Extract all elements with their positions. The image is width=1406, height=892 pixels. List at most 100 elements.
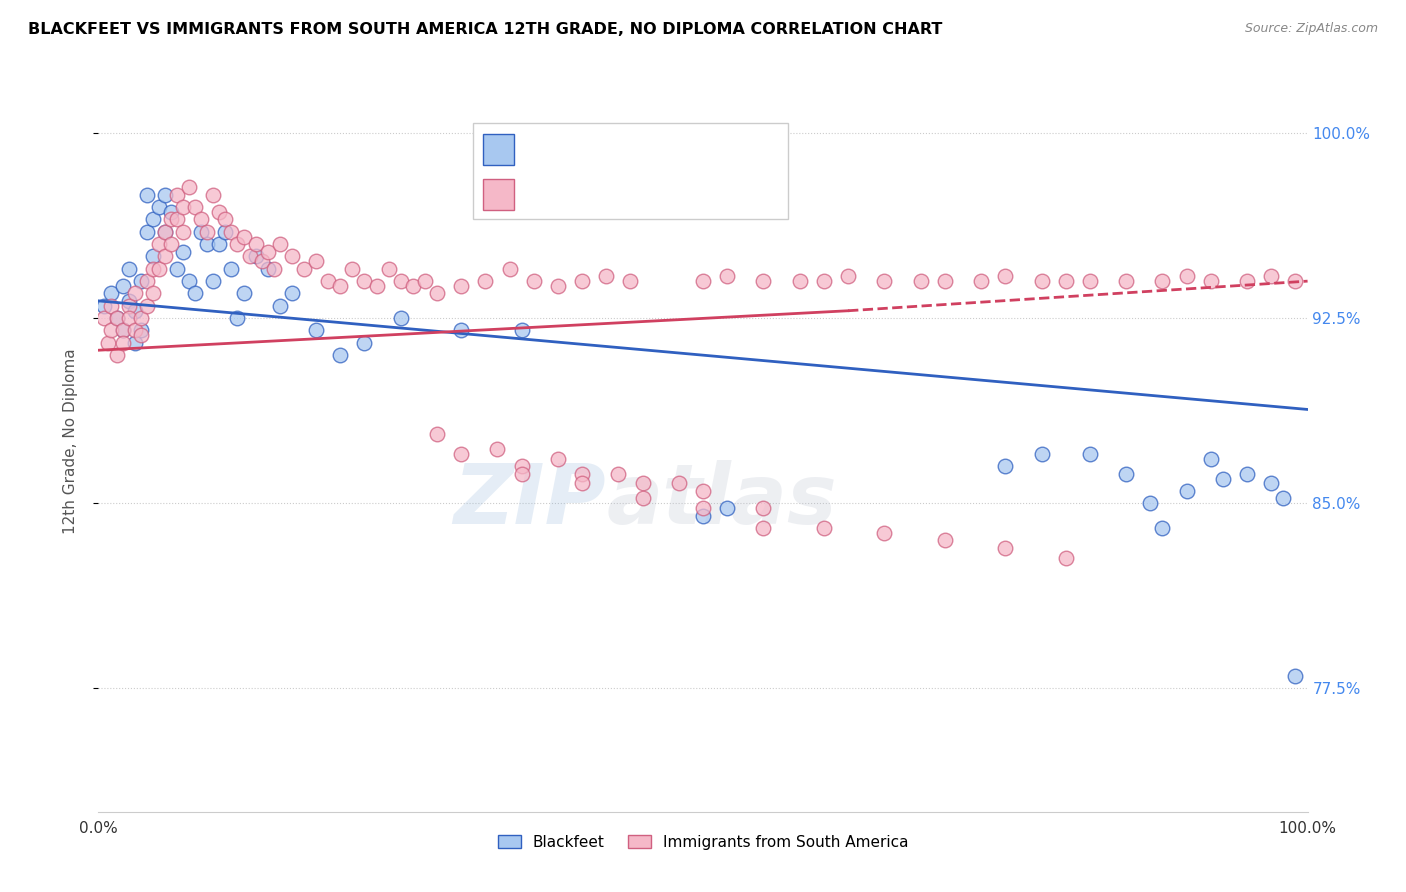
Point [118,293,141,308]
Point [269,299,291,313]
Point [245,249,267,263]
Y-axis label: 12th Grade, No Diploma: 12th Grade, No Diploma [63,349,77,534]
Point [195,225,218,239]
Point [342,261,364,276]
Point [934,274,956,288]
Point [142,212,165,227]
Point [1284,669,1306,683]
Point [1031,447,1053,461]
Point [498,261,520,276]
Point [1175,483,1198,498]
Point [214,225,236,239]
Point [619,274,641,288]
Text: ZIP: ZIP [454,460,606,541]
Point [450,447,472,461]
Point [124,323,146,337]
Point [413,274,436,288]
Point [1260,269,1282,284]
Point [256,244,278,259]
Point [214,212,236,227]
Point [111,279,134,293]
Point [232,286,254,301]
Point [142,261,165,276]
Point [474,274,496,288]
Point [1054,274,1077,288]
Point [184,286,207,301]
Point [329,348,352,362]
Point [837,269,859,284]
Point [263,261,285,276]
Point [1078,274,1101,288]
Point [305,323,328,337]
Point [202,187,225,202]
Point [208,205,231,219]
Point [752,274,775,288]
Point [1152,274,1174,288]
Point [124,286,146,301]
Point [166,187,188,202]
Point [148,237,170,252]
Point [510,323,533,337]
Point [281,249,304,263]
Point [692,508,714,523]
Point [402,279,425,293]
Point [716,501,738,516]
Point [256,261,278,276]
Point [153,249,176,263]
Point [232,229,254,244]
Point [631,491,654,506]
Point [994,541,1017,555]
Point [389,311,412,326]
Point [118,261,141,276]
Point [172,225,194,239]
Point [190,212,212,227]
Point [692,483,714,498]
Point [93,299,115,313]
Text: Source: ZipAtlas.com: Source: ZipAtlas.com [1244,22,1378,36]
Point [1139,496,1161,510]
Point [135,274,157,288]
Point [934,533,956,548]
Point [377,261,399,276]
Point [1031,274,1053,288]
Point [160,205,183,219]
Point [873,274,896,288]
Point [970,274,993,288]
Point [129,328,152,343]
Point [1236,274,1258,288]
Point [153,187,176,202]
Point [105,311,128,326]
Point [100,286,122,301]
Point [269,237,291,252]
Point [135,187,157,202]
Point [148,261,170,276]
Point [1078,447,1101,461]
Point [250,254,273,268]
Point [607,467,630,481]
Point [426,286,449,301]
Point [910,274,932,288]
Point [105,348,128,362]
Point [316,274,339,288]
Point [245,237,267,252]
Point [510,467,533,481]
Point [172,244,194,259]
Point [426,427,449,442]
Point [202,274,225,288]
Point [184,200,207,214]
Point [190,225,212,239]
Point [813,274,835,288]
Point [129,323,152,337]
Point [124,335,146,350]
Point [195,237,218,252]
Point [1212,471,1234,485]
Point [692,274,714,288]
Point [239,249,262,263]
Point [160,237,183,252]
Point [124,303,146,318]
Point [752,521,775,535]
Point [172,200,194,214]
Point [547,279,569,293]
Point [118,299,141,313]
Point [166,212,188,227]
